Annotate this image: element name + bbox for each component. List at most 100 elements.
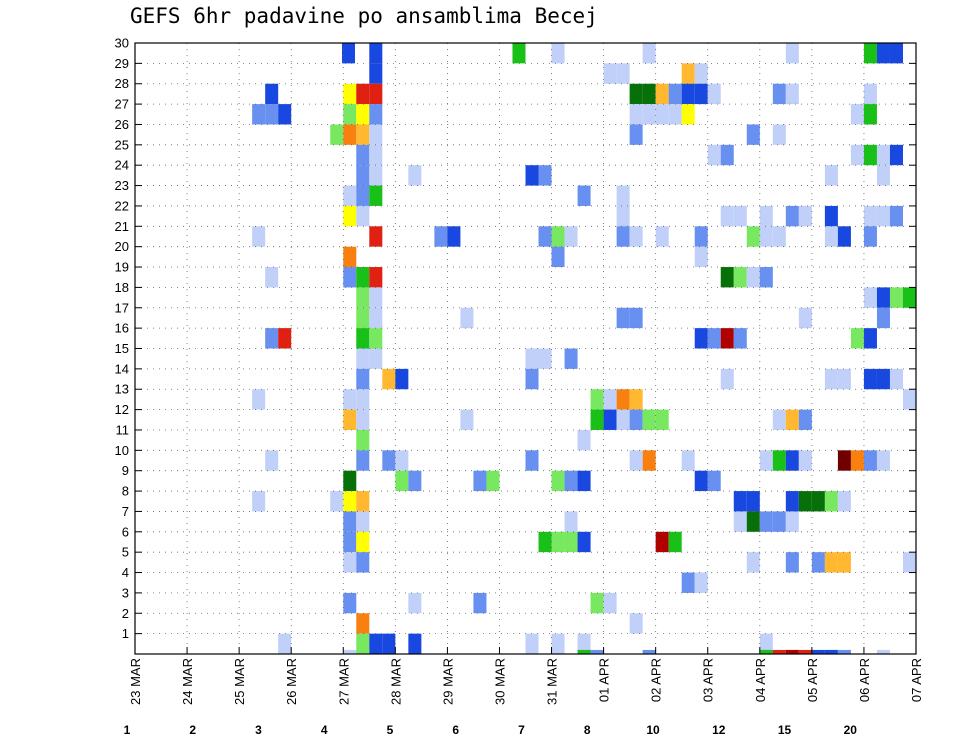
heatmap-cell xyxy=(512,43,526,64)
heatmap-cell xyxy=(733,205,747,227)
heatmap-cell xyxy=(577,470,591,492)
y-tick-label: 20 xyxy=(115,239,129,254)
heatmap-cell xyxy=(369,43,383,64)
heatmap-cell xyxy=(473,470,487,492)
heatmap-cell xyxy=(590,592,604,614)
colorbar-tick-label: 6 xyxy=(452,723,459,737)
heatmap-cell xyxy=(343,592,357,614)
heatmap-cell xyxy=(278,104,292,125)
heatmap-cell xyxy=(720,267,734,288)
heatmap-cell xyxy=(356,429,370,451)
heatmap-cell xyxy=(694,246,708,268)
heatmap-cell xyxy=(356,287,370,308)
x-tick-label: 27 MAR xyxy=(336,658,351,705)
heatmap-cell xyxy=(850,144,864,166)
heatmap-cell xyxy=(343,185,357,206)
heatmap-cell xyxy=(538,348,552,369)
heatmap-cell xyxy=(785,511,799,532)
heatmap-cell xyxy=(837,649,851,654)
heatmap-cell xyxy=(876,450,890,471)
heatmap-cell xyxy=(733,328,747,349)
x-tick-label: 03 APR xyxy=(701,658,716,702)
heatmap-cell xyxy=(681,63,695,84)
y-tick-label: 21 xyxy=(115,219,129,234)
heatmap-cell xyxy=(356,552,370,573)
heatmap-cell xyxy=(356,267,370,288)
y-tick-label: 25 xyxy=(115,137,129,152)
heatmap-cell xyxy=(863,450,877,471)
heatmap-cell xyxy=(278,328,292,349)
heatmap-cell xyxy=(343,389,357,410)
heatmap-cell xyxy=(356,83,370,105)
heatmap-cell xyxy=(343,491,357,512)
y-tick-label: 4 xyxy=(122,565,129,580)
heatmap-cell xyxy=(343,124,357,145)
heatmap-cell xyxy=(551,633,565,654)
heatmap-cell xyxy=(603,389,617,410)
heatmap-cell xyxy=(668,83,682,105)
heatmap-cell xyxy=(369,633,383,654)
heatmap-cell xyxy=(746,267,760,288)
heatmap-cell xyxy=(863,144,877,166)
heatmap-cell xyxy=(538,165,552,186)
heatmap-cell xyxy=(876,649,890,654)
colorbar-tick-label: 12 xyxy=(712,723,726,737)
heatmap-cell xyxy=(824,491,838,512)
heatmap-cell xyxy=(629,124,643,145)
heatmap-cell xyxy=(733,491,747,512)
heatmap-cell xyxy=(876,144,890,166)
x-tick-label: 04 APR xyxy=(753,658,768,702)
heatmap-cell xyxy=(759,511,773,532)
heatmap-cell xyxy=(343,104,357,125)
heatmap-cell xyxy=(798,450,812,471)
heatmap-cell xyxy=(395,470,409,492)
y-tick-label: 3 xyxy=(122,585,129,600)
heatmap-cell xyxy=(564,470,578,492)
heatmap-cell xyxy=(356,389,370,410)
heatmap-cell xyxy=(590,389,604,410)
heatmap-cell xyxy=(629,104,643,125)
y-tick-label: 11 xyxy=(116,422,130,437)
y-tick-label: 10 xyxy=(115,443,129,458)
heatmap-cell xyxy=(577,531,591,553)
heatmap-cell xyxy=(772,409,786,430)
heatmap-cell xyxy=(850,104,864,125)
heatmap-cell xyxy=(811,552,825,573)
x-tick-label: 26 MAR xyxy=(284,658,299,705)
heatmap-cell xyxy=(369,307,383,329)
heatmap-cell xyxy=(343,511,357,532)
heatmap-cell xyxy=(369,328,383,349)
heatmap-cell xyxy=(369,63,383,84)
heatmap-cell xyxy=(538,531,552,553)
heatmap-cell xyxy=(629,307,643,329)
heatmap-cell xyxy=(616,307,630,329)
heatmap-cell xyxy=(525,348,539,369)
heatmap-cell xyxy=(785,409,799,430)
heatmap-cell xyxy=(265,267,279,288)
heatmap-cell xyxy=(356,307,370,329)
heatmap-cell xyxy=(265,450,279,471)
heatmap-cell xyxy=(341,43,355,64)
heatmap-cell xyxy=(811,649,825,654)
heatmap-cell xyxy=(577,429,591,451)
x-tick-label: 23 MAR xyxy=(128,658,143,705)
heatmap-cell xyxy=(863,104,877,125)
heatmap-cell xyxy=(252,389,266,410)
heatmap-cell xyxy=(694,328,708,349)
heatmap-cell xyxy=(343,83,357,105)
y-tick-label: 30 xyxy=(115,36,129,51)
heatmap-cell xyxy=(811,491,825,512)
heatmap-cell xyxy=(642,104,656,125)
heatmap-cell xyxy=(616,63,630,84)
heatmap-cell xyxy=(772,124,786,145)
y-tick-label: 5 xyxy=(122,545,129,560)
heatmap-cell xyxy=(265,104,279,125)
y-tick-label: 17 xyxy=(115,300,129,315)
colorbar-tick-label: 20 xyxy=(844,723,858,737)
heatmap-cell xyxy=(863,43,877,64)
heatmap-cell xyxy=(343,649,357,654)
heatmap-cell xyxy=(356,613,370,634)
heatmap-cell xyxy=(863,226,877,247)
heatmap-cell xyxy=(642,649,656,654)
heatmap-cell xyxy=(356,185,370,206)
